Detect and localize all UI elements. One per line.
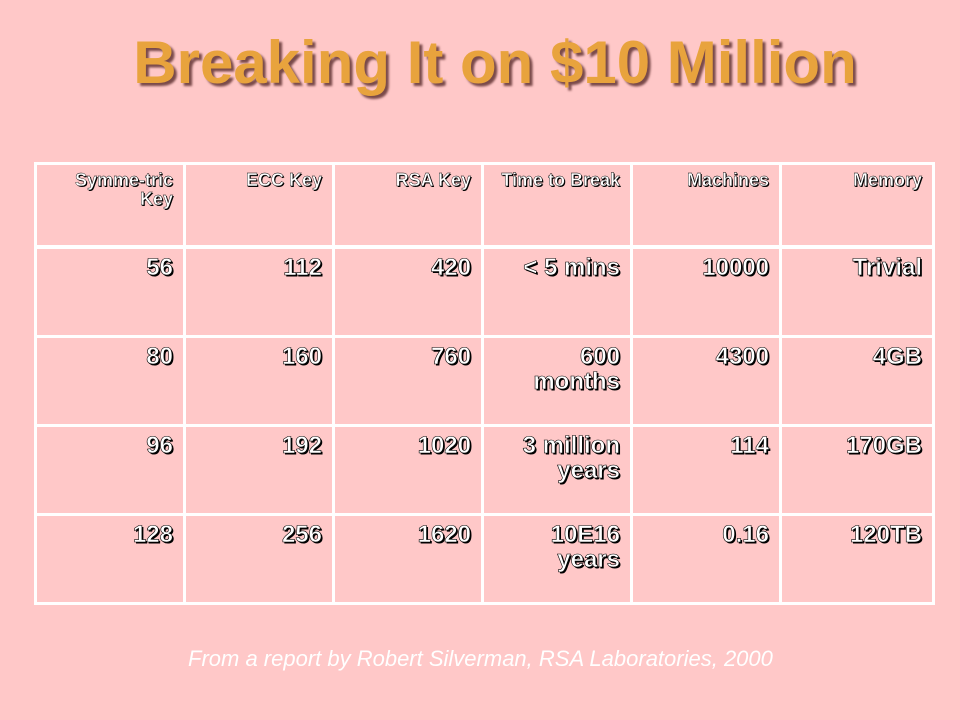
table-header-row: Symme-tric Key ECC Key RSA Key Time to B… [34, 162, 935, 249]
slide-title: Breaking It on $10 Million [133, 29, 857, 96]
cell-rsa-key: 420 [332, 245, 484, 338]
header-memory: Memory [779, 162, 935, 249]
cell-memory: Trivial [779, 245, 935, 338]
cell-rsa-key: 760 [332, 335, 484, 427]
cell-ecc-key: 256 [183, 513, 335, 605]
table-row: 56 112 420 < 5 mins 10000 Trivial [34, 245, 935, 338]
key-strength-table: Symme-tric Key ECC Key RSA Key Time to B… [34, 162, 935, 605]
table-row: 96 192 1020 3 million years 114 170GB [34, 424, 935, 516]
cell-symmetric-key: 128 [34, 513, 186, 605]
cell-machines: 10000 [630, 245, 782, 338]
cell-symmetric-key: 80 [34, 335, 186, 427]
source-citation: From a report by Robert Silverman, RSA L… [188, 646, 773, 671]
cell-machines: 114 [630, 424, 782, 516]
cell-memory: 170GB [779, 424, 935, 516]
cell-symmetric-key: 56 [34, 245, 186, 338]
table-row: 128 256 1620 10E16 years 0.16 120TB [34, 513, 935, 605]
cell-rsa-key: 1620 [332, 513, 484, 605]
header-machines: Machines [630, 162, 782, 249]
cell-memory: 4GB [779, 335, 935, 427]
header-ecc-key: ECC Key [183, 162, 335, 249]
cell-rsa-key: 1020 [332, 424, 484, 516]
cell-machines: 0.16 [630, 513, 782, 605]
cell-time-to-break: 10E16 years [481, 513, 633, 605]
cell-machines: 4300 [630, 335, 782, 427]
cell-ecc-key: 192 [183, 424, 335, 516]
cell-time-to-break: 3 million years [481, 424, 633, 516]
header-rsa-key: RSA Key [332, 162, 484, 249]
cell-ecc-key: 112 [183, 245, 335, 338]
table-row: 80 160 760 600 months 4300 4GB [34, 335, 935, 427]
header-symmetric-key: Symme-tric Key [34, 162, 186, 249]
cell-memory: 120TB [779, 513, 935, 605]
cell-symmetric-key: 96 [34, 424, 186, 516]
cell-time-to-break: < 5 mins [481, 245, 633, 338]
cell-ecc-key: 160 [183, 335, 335, 427]
header-time-to-break: Time to Break [481, 162, 633, 249]
cell-time-to-break: 600 months [481, 335, 633, 427]
